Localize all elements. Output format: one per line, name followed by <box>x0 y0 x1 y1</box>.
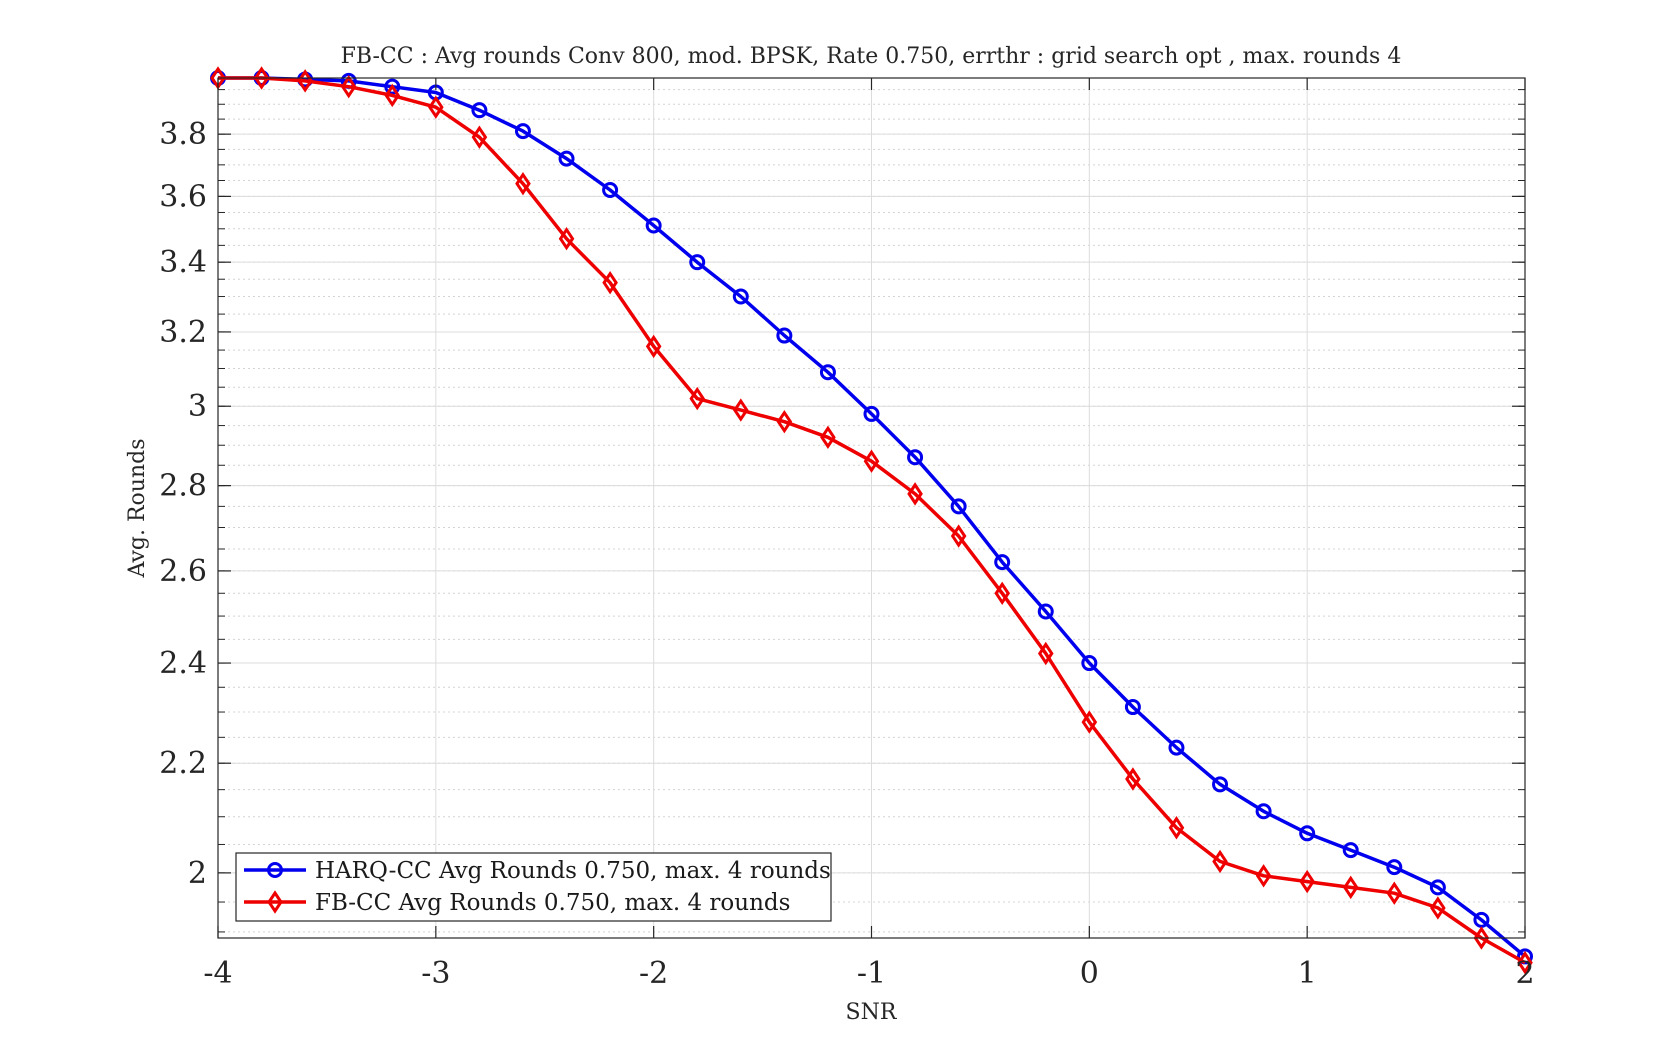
data-point-fb-cc <box>428 95 444 119</box>
data-point-fb-cc <box>689 386 706 411</box>
data-point-fb-cc <box>1430 896 1446 920</box>
data-point-fb-cc <box>1342 875 1359 900</box>
data-point-fb-cc <box>1255 864 1272 888</box>
data-point-fb-cc <box>645 334 662 359</box>
data-point-harq-cc <box>994 554 1011 571</box>
data-point-harq-cc <box>1124 699 1141 716</box>
data-point-fb-cc <box>515 171 531 196</box>
data-point-fb-cc <box>1473 926 1490 950</box>
y-tick-label: 3.6 <box>159 179 207 214</box>
y-tick-label: 2.2 <box>159 746 207 781</box>
data-point-fb-cc <box>863 449 880 473</box>
x-axis-label: SNR <box>846 1000 898 1025</box>
data-point-fb-cc <box>471 125 488 149</box>
data-point-fb-cc <box>1212 849 1228 874</box>
series-line-harq-cc <box>218 76 1527 958</box>
data-point-harq-cc <box>950 498 967 515</box>
series-line-fb-cc <box>218 76 1526 965</box>
y-axis-label: Avg. Rounds <box>125 438 150 578</box>
data-point-harq-cc <box>907 449 924 466</box>
legend[interactable]: HARQ-CC Avg Rounds 0.750, max. 4 rounds … <box>235 852 832 922</box>
data-point-harq-cc <box>819 364 836 381</box>
y-tick-label: 3 <box>188 389 207 424</box>
data-point-harq-cc <box>863 405 880 422</box>
x-tick-label: -4 <box>203 956 232 991</box>
data-point-fb-cc <box>1081 710 1098 734</box>
y-tick-label: 3.8 <box>159 117 207 152</box>
data-point-fb-cc <box>776 409 793 434</box>
y-tick-label: 2.4 <box>159 646 207 681</box>
chart-title: FB-CC : Avg rounds Conv 800, mod. BPSK, … <box>341 44 1402 69</box>
y-tick-label: 2.6 <box>159 554 207 589</box>
data-point-harq-cc <box>1517 948 1533 965</box>
data-point-harq-cc <box>514 123 531 140</box>
data-point-harq-cc <box>1168 739 1185 756</box>
legend-label-harq-cc: HARQ-CC Avg Rounds 0.750, max. 4 rounds <box>315 858 831 884</box>
x-tick-label: -1 <box>857 956 886 991</box>
data-point-harq-cc <box>602 182 619 199</box>
data-point-fb-cc <box>253 66 270 90</box>
data-point-fb-cc <box>558 227 575 251</box>
x-tick-label: 0 <box>1080 956 1099 991</box>
data-point-fb-cc <box>1125 767 1141 791</box>
data-point-harq-cc <box>1212 776 1229 793</box>
x-tick-label: 2 <box>1515 956 1534 991</box>
data-point-harq-cc <box>1037 603 1054 620</box>
ticks: -4 -3 -2 -1 0 1 2 2 2.2 2.4 2.6 2.8 3 3.2 3.4 3.6 3.8 <box>159 78 1535 991</box>
data-point-harq-cc <box>645 217 662 234</box>
data-point-fb-cc <box>732 398 749 422</box>
data-point-fb-cc <box>820 425 836 450</box>
data-point-harq-cc <box>732 288 749 305</box>
legend-marker-harq-cc <box>267 862 283 878</box>
series-fb-cc <box>210 66 1533 975</box>
data-point-harq-cc <box>471 102 488 119</box>
x-tick-label: 1 <box>1298 956 1317 991</box>
data-point-fb-cc <box>994 581 1011 605</box>
y-tick-label: 3.4 <box>159 245 207 280</box>
y-tick-label: 2.8 <box>159 469 207 504</box>
legend-label-fb-cc: FB-CC Avg Rounds 0.750, max. 4 rounds <box>315 890 790 916</box>
data-point-harq-cc <box>1081 655 1098 672</box>
data-point-harq-cc <box>1342 842 1359 859</box>
data-point-harq-cc <box>1386 859 1403 876</box>
data-point-harq-cc <box>1299 825 1316 842</box>
data-point-fb-cc <box>1386 881 1403 905</box>
data-point-fb-cc <box>1517 950 1533 975</box>
y-tick-label: 2 <box>188 856 207 891</box>
legend-box <box>235 852 832 922</box>
x-tick-label: -2 <box>639 956 668 991</box>
data-point-fb-cc <box>340 74 357 99</box>
data-point-harq-cc <box>1255 803 1272 820</box>
data-point-fb-cc <box>1037 641 1054 666</box>
data-point-harq-cc <box>689 254 706 271</box>
data-point-harq-cc <box>776 327 793 344</box>
data-point-fb-cc <box>602 270 618 295</box>
data-point-fb-cc <box>907 482 923 506</box>
data-point-harq-cc <box>1429 879 1446 896</box>
data-point-harq-cc <box>384 78 401 95</box>
x-tick-label: -3 <box>421 956 450 991</box>
data-point-fb-cc <box>1168 816 1185 840</box>
data-point-harq-cc <box>558 150 575 167</box>
y-tick-label: 3.2 <box>159 315 207 350</box>
legend-marker-fb-cc <box>267 890 283 914</box>
data-point-fb-cc <box>384 83 401 108</box>
data-point-fb-cc <box>1299 869 1315 894</box>
data-point-fb-cc <box>950 524 967 548</box>
